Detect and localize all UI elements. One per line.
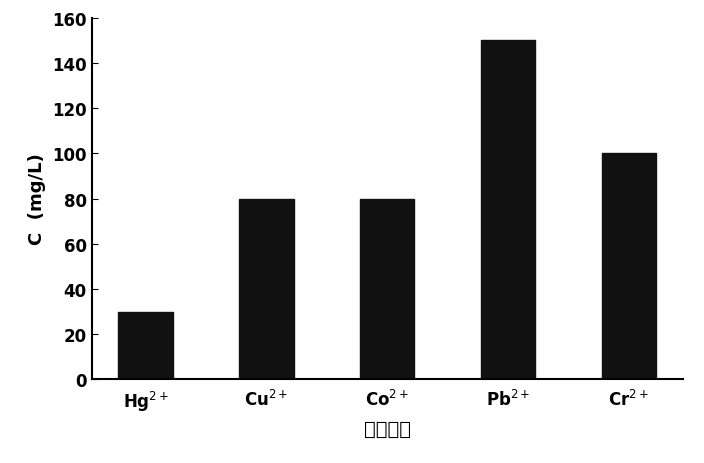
Y-axis label: C  (mg/L): C (mg/L): [28, 153, 46, 245]
X-axis label: 金属离子: 金属离子: [364, 419, 410, 438]
Bar: [239, 199, 294, 380]
Bar: [360, 199, 415, 380]
Bar: [481, 41, 535, 380]
Bar: [118, 312, 172, 380]
Bar: [602, 154, 656, 380]
